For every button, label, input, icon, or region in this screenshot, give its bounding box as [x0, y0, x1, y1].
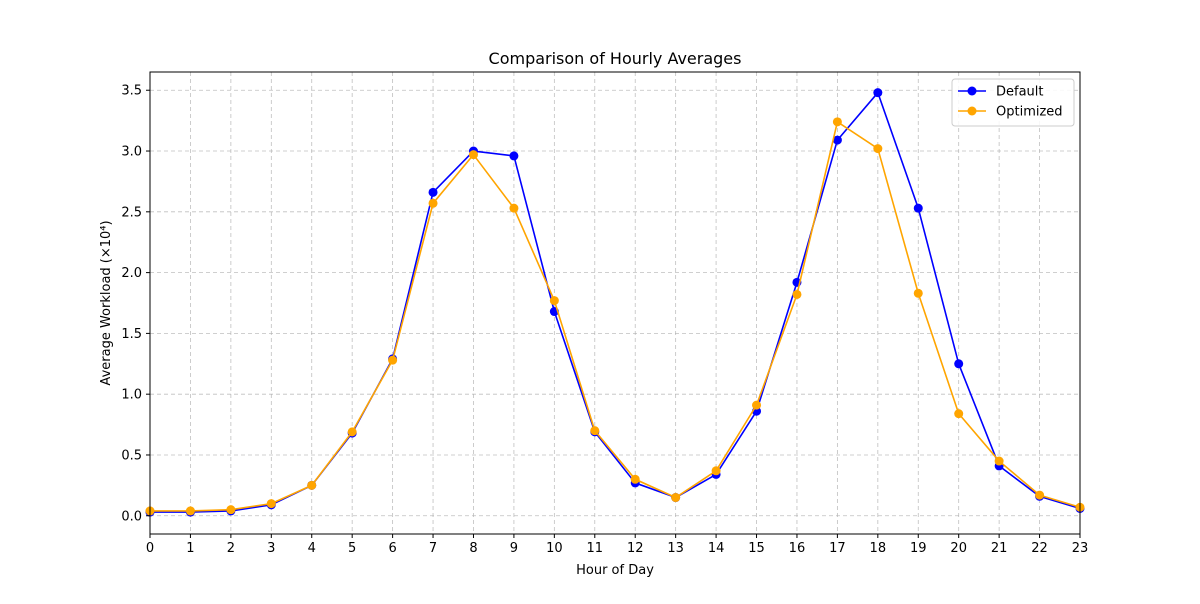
x-tick-label: 16: [789, 541, 806, 556]
data-point-optimized: [1035, 490, 1045, 500]
data-point-optimized: [671, 493, 681, 503]
x-tick-label: 15: [748, 541, 765, 556]
tick-layer: 0 1 2 3 4 5 6 7 8 9 10 11 12 13 14 15 16 17 18 19 20 21 22 230.…: [121, 84, 1088, 556]
data-point-default: [913, 203, 923, 213]
x-axis-label: Hour of Day: [576, 563, 654, 578]
data-point-optimized: [590, 426, 600, 436]
data-point-optimized: [226, 505, 236, 515]
x-tick-label: 0: [146, 541, 154, 556]
data-point-optimized: [792, 289, 802, 299]
series-line-optimized: [150, 121, 1081, 512]
data-point-optimized: [347, 427, 357, 437]
series-line-default: [150, 91, 1081, 513]
y-tick-label: 1.0: [121, 388, 142, 403]
x-tick-label: 23: [1072, 541, 1089, 556]
x-tick-label: 1: [186, 541, 194, 556]
legend: Default Optimized: [951, 78, 1075, 127]
data-point-optimized: [307, 480, 317, 490]
data-point-optimized: [468, 150, 478, 160]
data-point-optimized: [752, 400, 762, 410]
data-point-optimized: [873, 144, 883, 154]
y-tick-label: 2.5: [121, 205, 142, 220]
data-point-optimized: [913, 288, 923, 298]
legend-marker-default: [967, 86, 977, 96]
y-tick-label: 1.5: [121, 327, 142, 342]
x-tick-label: 20: [950, 541, 967, 556]
x-tick-label: 18: [870, 541, 887, 556]
plot-frame: [149, 71, 1081, 535]
x-tick-label: 21: [991, 541, 1008, 556]
y-axis-label: Average Workload (×10⁴): [99, 220, 114, 385]
grid-layer: [149, 72, 1081, 534]
x-tick-label: 7: [429, 541, 437, 556]
data-point-default: [954, 359, 964, 369]
data-point-optimized: [549, 296, 559, 306]
chart-title: Comparison of Hourly Averages: [489, 49, 742, 68]
data-point-optimized: [954, 409, 964, 419]
data-point-optimized: [711, 466, 721, 476]
x-tick-label: 3: [267, 541, 275, 556]
data-point-optimized: [630, 474, 640, 484]
x-tick-label: 19: [910, 541, 927, 556]
data-point-optimized: [509, 203, 519, 213]
y-tick-label: 3.5: [121, 84, 142, 99]
x-tick-label: 14: [708, 541, 725, 556]
x-tick-label: 6: [388, 541, 396, 556]
legend-label-optimized: Optimized: [996, 105, 1063, 120]
data-point-optimized: [185, 506, 195, 516]
x-tick-label: 22: [1031, 541, 1048, 556]
x-tick-label: 8: [469, 541, 477, 556]
x-tick-label: 9: [510, 541, 518, 556]
legend-label-default: Default: [996, 85, 1044, 100]
y-tick-label: 0.5: [121, 448, 142, 463]
x-tick-label: 11: [587, 541, 604, 556]
data-point-optimized: [388, 355, 398, 365]
data-point-default: [509, 151, 519, 161]
y-tick-label: 3.0: [121, 145, 142, 160]
x-tick-label: 5: [348, 541, 356, 556]
series-layer: [145, 88, 1085, 517]
x-tick-label: 2: [227, 541, 235, 556]
legend-marker-optimized: [967, 106, 977, 116]
x-tick-label: 17: [829, 541, 846, 556]
data-point-optimized: [994, 456, 1004, 466]
data-point-optimized: [832, 117, 842, 127]
x-tick-label: 13: [667, 541, 684, 556]
data-point-optimized: [428, 198, 438, 208]
data-point-default: [873, 88, 883, 98]
data-point-default: [832, 135, 842, 145]
data-point-default: [428, 187, 438, 197]
data-point-optimized: [266, 499, 276, 509]
x-tick-label: 4: [308, 541, 316, 556]
x-tick-label: 12: [627, 541, 644, 556]
y-tick-label: 2.0: [121, 266, 142, 281]
x-tick-label: 10: [546, 541, 563, 556]
y-tick-label: 0.0: [121, 509, 142, 524]
